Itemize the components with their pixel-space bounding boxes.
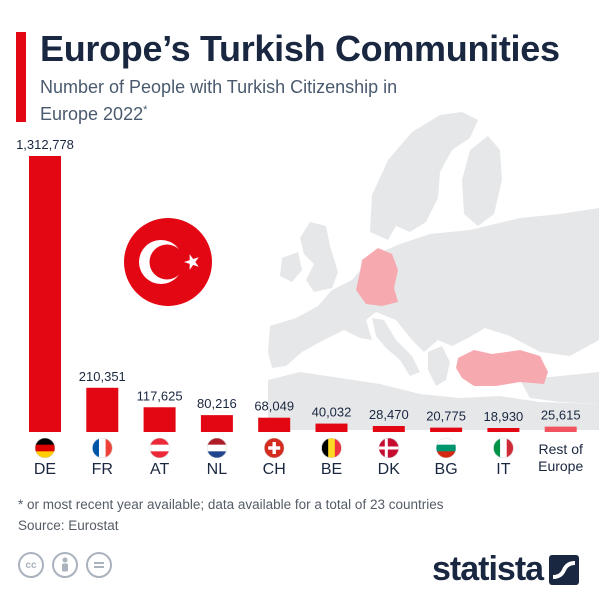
value-label: 40,032 [312,405,352,420]
category-label: DK [378,461,401,478]
bar-nl [200,415,233,432]
turkish-flag-icon [124,218,212,306]
license-icons: cc [18,552,112,578]
attribution-icon[interactable] [52,552,78,578]
creative-commons-icon[interactable]: cc [18,552,44,578]
bar-at [143,407,176,432]
mainland-europe-shape [268,208,599,368]
france-flag-icon [92,438,113,458]
category-label: AT [150,461,169,478]
value-label: 68,049 [254,399,294,414]
netherlands-flag-icon [206,438,227,458]
austria-flag-icon [149,438,170,458]
bar-rest-of-europe [544,426,577,432]
subtitle-text: Number of People with Turkish Citizenshi… [40,77,398,124]
bar-be [315,423,348,432]
category-label: NL [207,461,228,478]
bar-bg [430,427,463,432]
belgium-flag-icon [321,438,342,458]
bar-it [487,428,520,432]
ireland-shape [280,252,302,282]
category-label: BG [435,461,458,478]
footnote-note: * or most recent year available; data av… [18,497,444,512]
category-label: DE [34,461,56,478]
turkey-highlight [456,350,548,386]
uk-shape [300,222,338,292]
statista-logo-icon [549,554,580,585]
bulgaria-flag-icon [436,438,457,458]
value-label: 25,615 [541,408,581,423]
north-africa-shape [268,372,599,430]
subtitle-footnote-mark: * [143,104,148,116]
statista-logo[interactable]: statista [432,550,580,589]
bar-dk [372,426,405,432]
category-label: CH [263,461,286,478]
footnote: * or most recent year available; data av… [18,494,444,536]
chart-subtitle: Number of People with Turkish Citizenshi… [40,76,460,126]
value-label: 28,470 [369,407,409,422]
category-label: BE [321,461,342,478]
category-label: IT [496,461,510,478]
no-derivatives-icon[interactable] [86,552,112,578]
value-label: 117,625 [137,388,183,403]
finland-shape [462,136,502,226]
value-label: 20,775 [426,409,466,424]
footnote-source: Source: Eurostat [18,518,119,533]
category-label: FR [92,461,113,478]
scandinavia-shape [370,112,478,240]
logo-wordmark: statista [432,550,544,588]
chart-title: Europe’s Turkish Communities [40,28,560,69]
person-icon [62,557,68,572]
equals-icon [94,562,104,568]
italy-flag-icon [493,438,514,458]
value-label: 80,216 [197,396,237,411]
greece-shape [428,346,450,386]
germany-flag-icon [35,438,55,458]
category-label: Europe [538,458,583,474]
denmark-flag-icon [378,438,399,458]
bar-ch [258,417,291,432]
bar-de [29,156,61,432]
title-accent-bar [16,32,26,122]
value-label: 210,351 [79,369,126,384]
italy-shape [372,318,420,376]
germany-highlight [356,248,398,306]
switzerland-flag-icon [264,438,285,458]
category-label: Rest of [539,441,583,457]
value-label: 18,930 [484,409,524,424]
value-label: 1,312,778 [16,137,74,152]
bar-fr [86,387,119,432]
